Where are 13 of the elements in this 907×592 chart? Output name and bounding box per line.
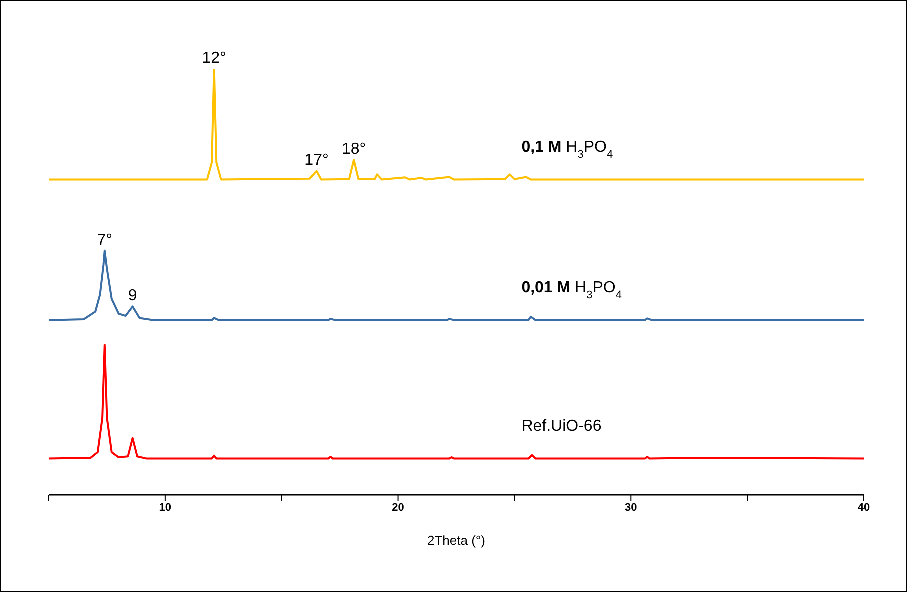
x-tick-label: 30 [625, 502, 638, 514]
series-label: Ref.UiO-66 [522, 418, 602, 435]
annotation: 17° [304, 152, 329, 170]
annotation: 7° [97, 232, 113, 249]
annotation: 12° [202, 50, 226, 67]
series-label: 0,1 M H$_{3}$PO$_{4}$ [522, 138, 614, 161]
annotation: 18° [342, 141, 366, 158]
x-tick-label: 10 [159, 502, 172, 514]
x-axis-title: 2Theta (°) [428, 533, 486, 548]
series-label: 0,01 M H$_{3}$PO$_{4}$ [522, 279, 622, 302]
x-tick-label: 40 [858, 502, 870, 514]
annotation: 9 [128, 288, 138, 305]
x-tick-label: 20 [392, 502, 404, 514]
